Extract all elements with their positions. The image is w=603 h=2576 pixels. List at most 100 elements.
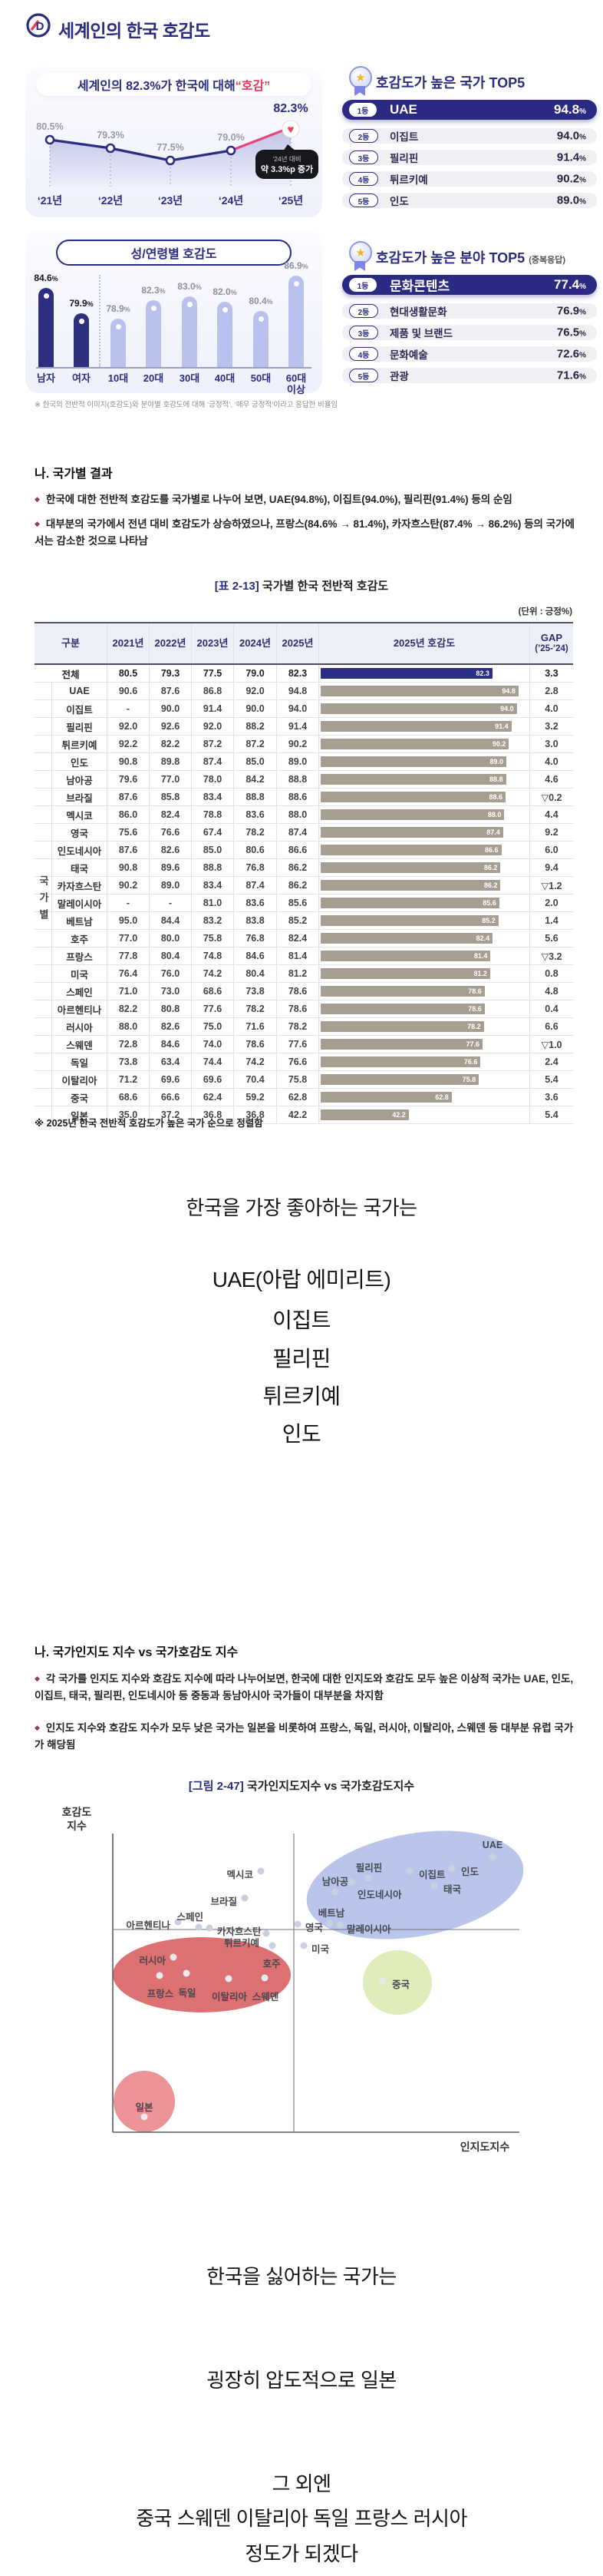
scatter-point-필리핀	[364, 1874, 372, 1882]
favorability-table: 구분 2021년 2022년 2023년 2024년 2025년 2025년 호감도 GAP(…	[35, 622, 573, 1124]
table-cell: 멕시코	[52, 806, 107, 823]
table-cell: 89.0	[277, 753, 319, 770]
top5-field-name: 문화콘텐츠	[390, 279, 450, 294]
table-header-cell: 2025년	[277, 623, 319, 663]
table-header-cell: 2023년	[192, 623, 234, 663]
age-bar-value: 86.9%	[284, 260, 308, 271]
scatter-label-이집트: 이집트	[419, 1869, 446, 1880]
table-cell: 75.6	[107, 824, 150, 841]
table-cell: 73.8	[234, 983, 277, 1000]
trend-point-label: 80.5%	[36, 121, 63, 132]
favorability-bar-cell: 94.8	[319, 683, 530, 699]
table-cell: 브라질	[52, 789, 107, 805]
favorability-bar: 78.6	[321, 1004, 485, 1014]
bar-dot	[258, 316, 264, 322]
favorability-bar: 75.8	[321, 1074, 479, 1085]
top5-field-suffix: (중복응답)	[529, 256, 565, 265]
table-cell: 74.2	[234, 1053, 277, 1070]
table-cell: 80.0	[150, 930, 192, 947]
table-cell: 69.6	[150, 1071, 192, 1088]
trend-point-label: 77.5%	[157, 142, 183, 153]
gap-cell: 4.0	[545, 756, 559, 767]
x-axis-label: 인지도지수	[460, 2141, 510, 2153]
table-cell: 85.6	[277, 894, 319, 911]
scatter-label-인도: 인도	[461, 1866, 479, 1877]
bar-dot	[150, 306, 157, 311]
table-cell: 81.4	[277, 947, 319, 964]
table-cell: 88.8	[234, 789, 277, 805]
table-cell: 일본	[52, 1106, 107, 1123]
star-icon: ★	[349, 66, 372, 89]
table-cell	[35, 753, 52, 770]
group-axis-label: 국가별	[38, 875, 49, 926]
age-bar	[217, 302, 232, 367]
table-cell: 90.6	[107, 683, 150, 699]
table-cell: 필리핀	[52, 718, 107, 735]
rank-badge: 5등	[349, 193, 378, 207]
scatter-label-베트남: 베트남	[318, 1907, 345, 1919]
table-cell: 69.6	[192, 1071, 234, 1088]
table-cell: 84.6	[150, 1036, 192, 1053]
trend-badge-line1: ’24년 대비	[272, 155, 301, 163]
table-row-호주: 호주 77.0 80.0 75.8 76.8 82.4 82.4 5.6	[35, 930, 573, 947]
age-bar-label: 10대	[107, 372, 129, 384]
age-bar-chart: 84.6% 남자 79.9% 여자 78.9% 10대 82.3% 20대 83.0% 30대 82…	[25, 230, 322, 395]
table-row-인도: 인도 90.8 89.8 87.4 85.0 89.0 89.0 4.0	[35, 753, 573, 771]
table-cell	[35, 965, 52, 982]
favorability-bar: 76.6	[321, 1057, 481, 1067]
table-cell: UAE	[52, 683, 107, 699]
trend-x-label: ‘21년	[37, 194, 63, 207]
age-bar-value: 83.0%	[177, 281, 202, 292]
favorability-bar: 85.2	[321, 915, 499, 926]
table-cell: 82.6	[150, 842, 192, 858]
table-cell: 스웨덴	[52, 1036, 107, 1053]
report-logo-icon: D	[25, 12, 51, 38]
table-cell: 아르헨티나	[52, 1000, 107, 1017]
bottom-commentary-line: 정도가 되겠다	[245, 2542, 358, 2565]
trend-area	[50, 127, 291, 187]
top5-country-name: 튀르키예	[390, 174, 428, 186]
scatter-point-미국	[300, 1942, 308, 1949]
table-cell	[35, 718, 52, 735]
table-row-멕시코: 멕시코 86.0 82.4 78.8 83.6 88.0 88.0 4.4	[35, 806, 573, 824]
table-cell: 90.8	[107, 753, 150, 770]
table-cell: 36.8	[192, 1106, 234, 1123]
table-cell: 중국	[52, 1089, 107, 1106]
rank-badge: 1등	[349, 278, 377, 292]
table-cell: 62.8	[277, 1089, 319, 1106]
mid-commentary-line: 튀르키예	[262, 1384, 341, 1408]
heart-icon: ♥	[288, 124, 295, 137]
age-bar-label: 20대	[143, 372, 164, 384]
table-row-미국: 미국 76.4 76.0 74.2 80.4 81.2 81.2 0.8	[35, 965, 573, 983]
trend-point	[44, 134, 55, 145]
table-cell: 79.3	[150, 665, 192, 682]
scatter-label-브라질: 브라질	[210, 1896, 237, 1907]
age-bar	[182, 296, 197, 367]
table-cell: 85.0	[234, 753, 277, 770]
table-cell: 63.4	[150, 1053, 192, 1070]
scatter-point-브라질	[241, 1894, 249, 1902]
table-cell: 88.8	[277, 771, 319, 788]
gap-cell: 0.8	[545, 968, 559, 979]
table-cell: 77.5	[192, 665, 234, 682]
gap-cell: 4.0	[545, 703, 559, 714]
scatter-label-남아공: 남아공	[322, 1876, 349, 1887]
y-axis-label: 호감도	[62, 1806, 92, 1818]
scatter-label-영국: 영국	[305, 1922, 324, 1933]
top5-field-list: ★ 호감도가 높은 분야 TOP5 (중복응답) 1등 문화콘텐츠 77.4% 2등 현…	[338, 241, 603, 395]
table-cell: 42.2	[277, 1106, 319, 1123]
table-cell: 81.0	[192, 894, 234, 911]
trend-current-label: 82.3%	[273, 102, 308, 115]
trend-x-label: ‘25년	[278, 194, 304, 207]
top5-country-name: 이집트	[390, 131, 419, 143]
table-cell: 78.2	[234, 1000, 277, 1017]
table-cell: 83.4	[192, 789, 234, 805]
table-cell: 88.0	[277, 806, 319, 823]
bullet-diamond-icon: ◆	[35, 520, 40, 527]
table-cell: 83.4	[192, 877, 234, 894]
table-cell: 83.6	[234, 806, 277, 823]
top5-field-row: 5등 관광 71.6%	[342, 368, 597, 383]
bar-dot	[43, 293, 49, 299]
gap-cell: 4.6	[545, 774, 559, 785]
